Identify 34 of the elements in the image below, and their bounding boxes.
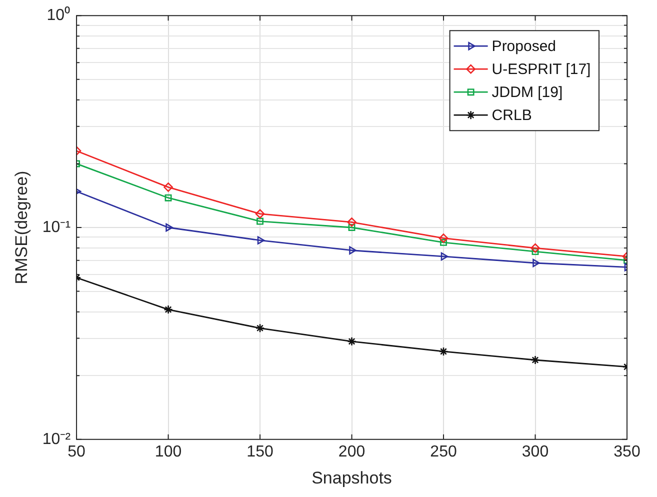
point <box>438 346 448 356</box>
point <box>530 355 540 365</box>
point <box>530 243 540 253</box>
x-tick-label: 200 <box>338 443 366 460</box>
legend-label: JDDM [19] <box>492 84 563 102</box>
point <box>347 336 356 346</box>
y-tick-label: 10⁻¹ <box>42 218 71 236</box>
x-axis-title: Snapshots <box>312 468 392 488</box>
x-tick-label: 100 <box>154 443 182 460</box>
point <box>164 182 173 192</box>
point <box>532 248 539 256</box>
point <box>349 246 356 254</box>
point <box>440 238 447 246</box>
point <box>440 252 448 261</box>
x-tick-label: 300 <box>522 443 549 460</box>
x-tick-label: 250 <box>430 443 457 460</box>
point <box>255 323 265 333</box>
y-axis-title: RMSE(degree) <box>12 170 31 284</box>
point <box>256 218 264 225</box>
x-tick-label: 350 <box>614 443 640 460</box>
point <box>164 304 173 314</box>
point <box>164 194 172 202</box>
point <box>166 223 173 232</box>
x-tick-label: 150 <box>246 443 274 460</box>
legend-label: U-ESPRIT [17] <box>492 61 591 78</box>
point <box>255 209 265 218</box>
y-tick-label: 10⁰ <box>46 6 71 24</box>
point <box>438 234 448 243</box>
legend-label: CRLB <box>492 107 532 124</box>
point <box>347 217 356 227</box>
legend-label: Proposed <box>492 38 556 56</box>
x-tick-label: 50 <box>68 443 86 460</box>
point <box>257 236 265 244</box>
point <box>348 224 356 231</box>
